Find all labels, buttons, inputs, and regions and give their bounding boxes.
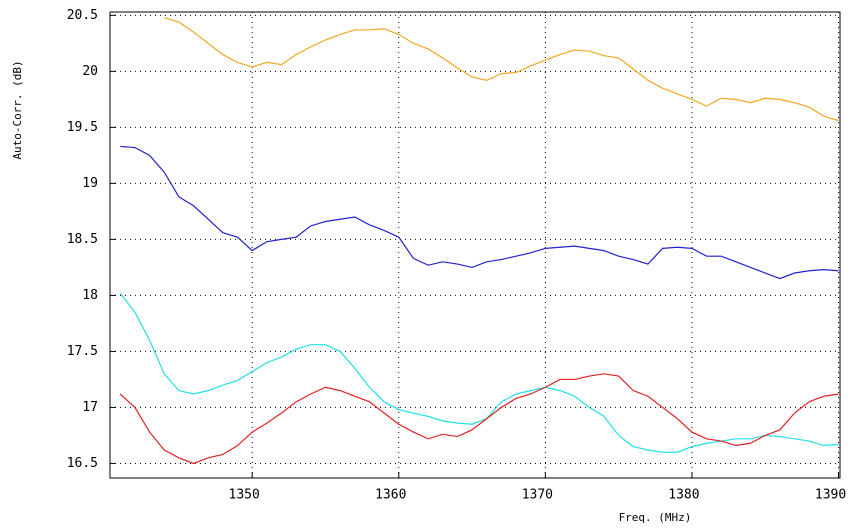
y-tick-label: 19: [82, 176, 98, 191]
x-tick-label: 1350: [229, 488, 260, 503]
x-tick-label: 1370: [522, 488, 553, 503]
series-line: [164, 17, 839, 122]
y-tick-label: 17.5: [67, 344, 98, 359]
x-axis-label: Freq. (MHz): [619, 511, 692, 524]
x-tick-label: 1380: [668, 488, 699, 503]
y-tick-label: 19.5: [67, 120, 98, 135]
series-line: [119, 292, 839, 453]
series-line: [119, 373, 839, 465]
x-tick-label: 1360: [375, 488, 406, 503]
series-line: [120, 145, 839, 280]
y-tick-label: 20: [82, 64, 98, 79]
y-tick-label: 18.5: [67, 232, 98, 247]
y-tick-label: 20.5: [67, 8, 98, 23]
y-tick-label: 17: [82, 400, 98, 415]
plot-frame: [109, 11, 841, 479]
y-axis-label: Auto-Corr. (dB): [11, 60, 24, 159]
x-tick-label: 1390: [815, 488, 846, 503]
y-tick-label: 18: [82, 288, 98, 303]
y-tick-label: 16.5: [67, 456, 98, 471]
